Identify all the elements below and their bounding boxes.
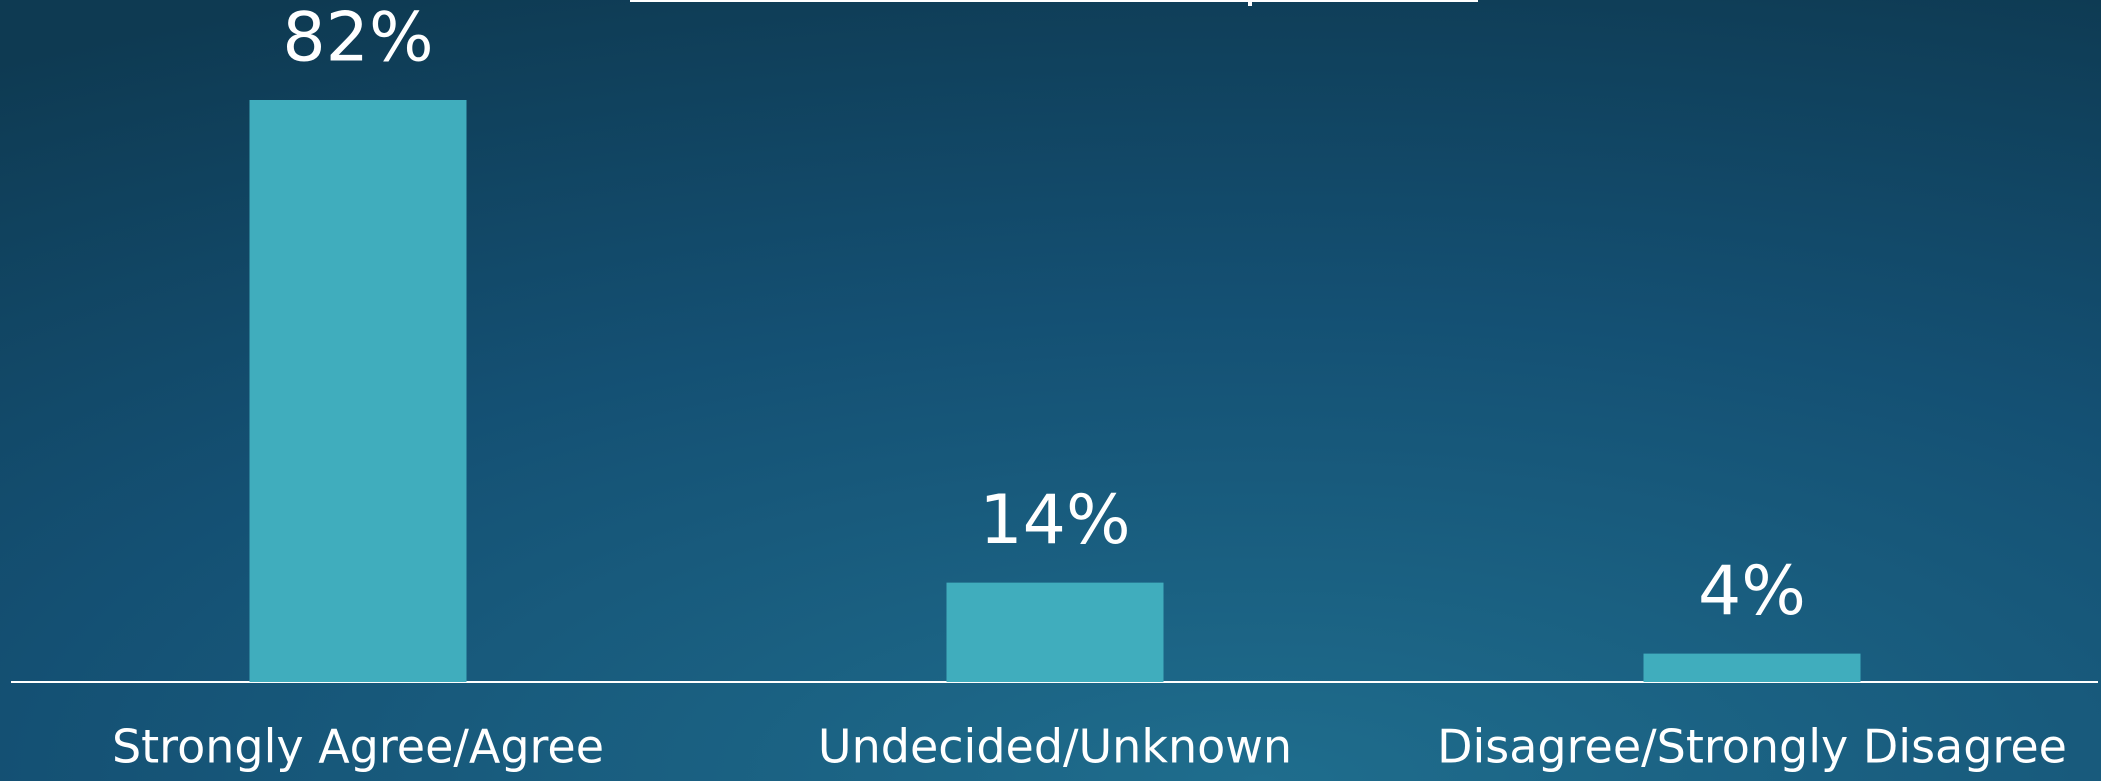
value-label: 82% [282, 0, 433, 78]
bar [946, 582, 1164, 682]
x-tick-label: Strongly Agree/Agree [112, 720, 604, 774]
x-tick-label: Disagree/Strongly Disagree [1437, 720, 2067, 774]
value-label: 14% [979, 481, 1130, 560]
bar [1643, 653, 1861, 682]
x-tick-label: Undecided/Unknown [818, 720, 1292, 774]
value-label: 4% [1698, 552, 1806, 631]
bar [249, 100, 467, 682]
